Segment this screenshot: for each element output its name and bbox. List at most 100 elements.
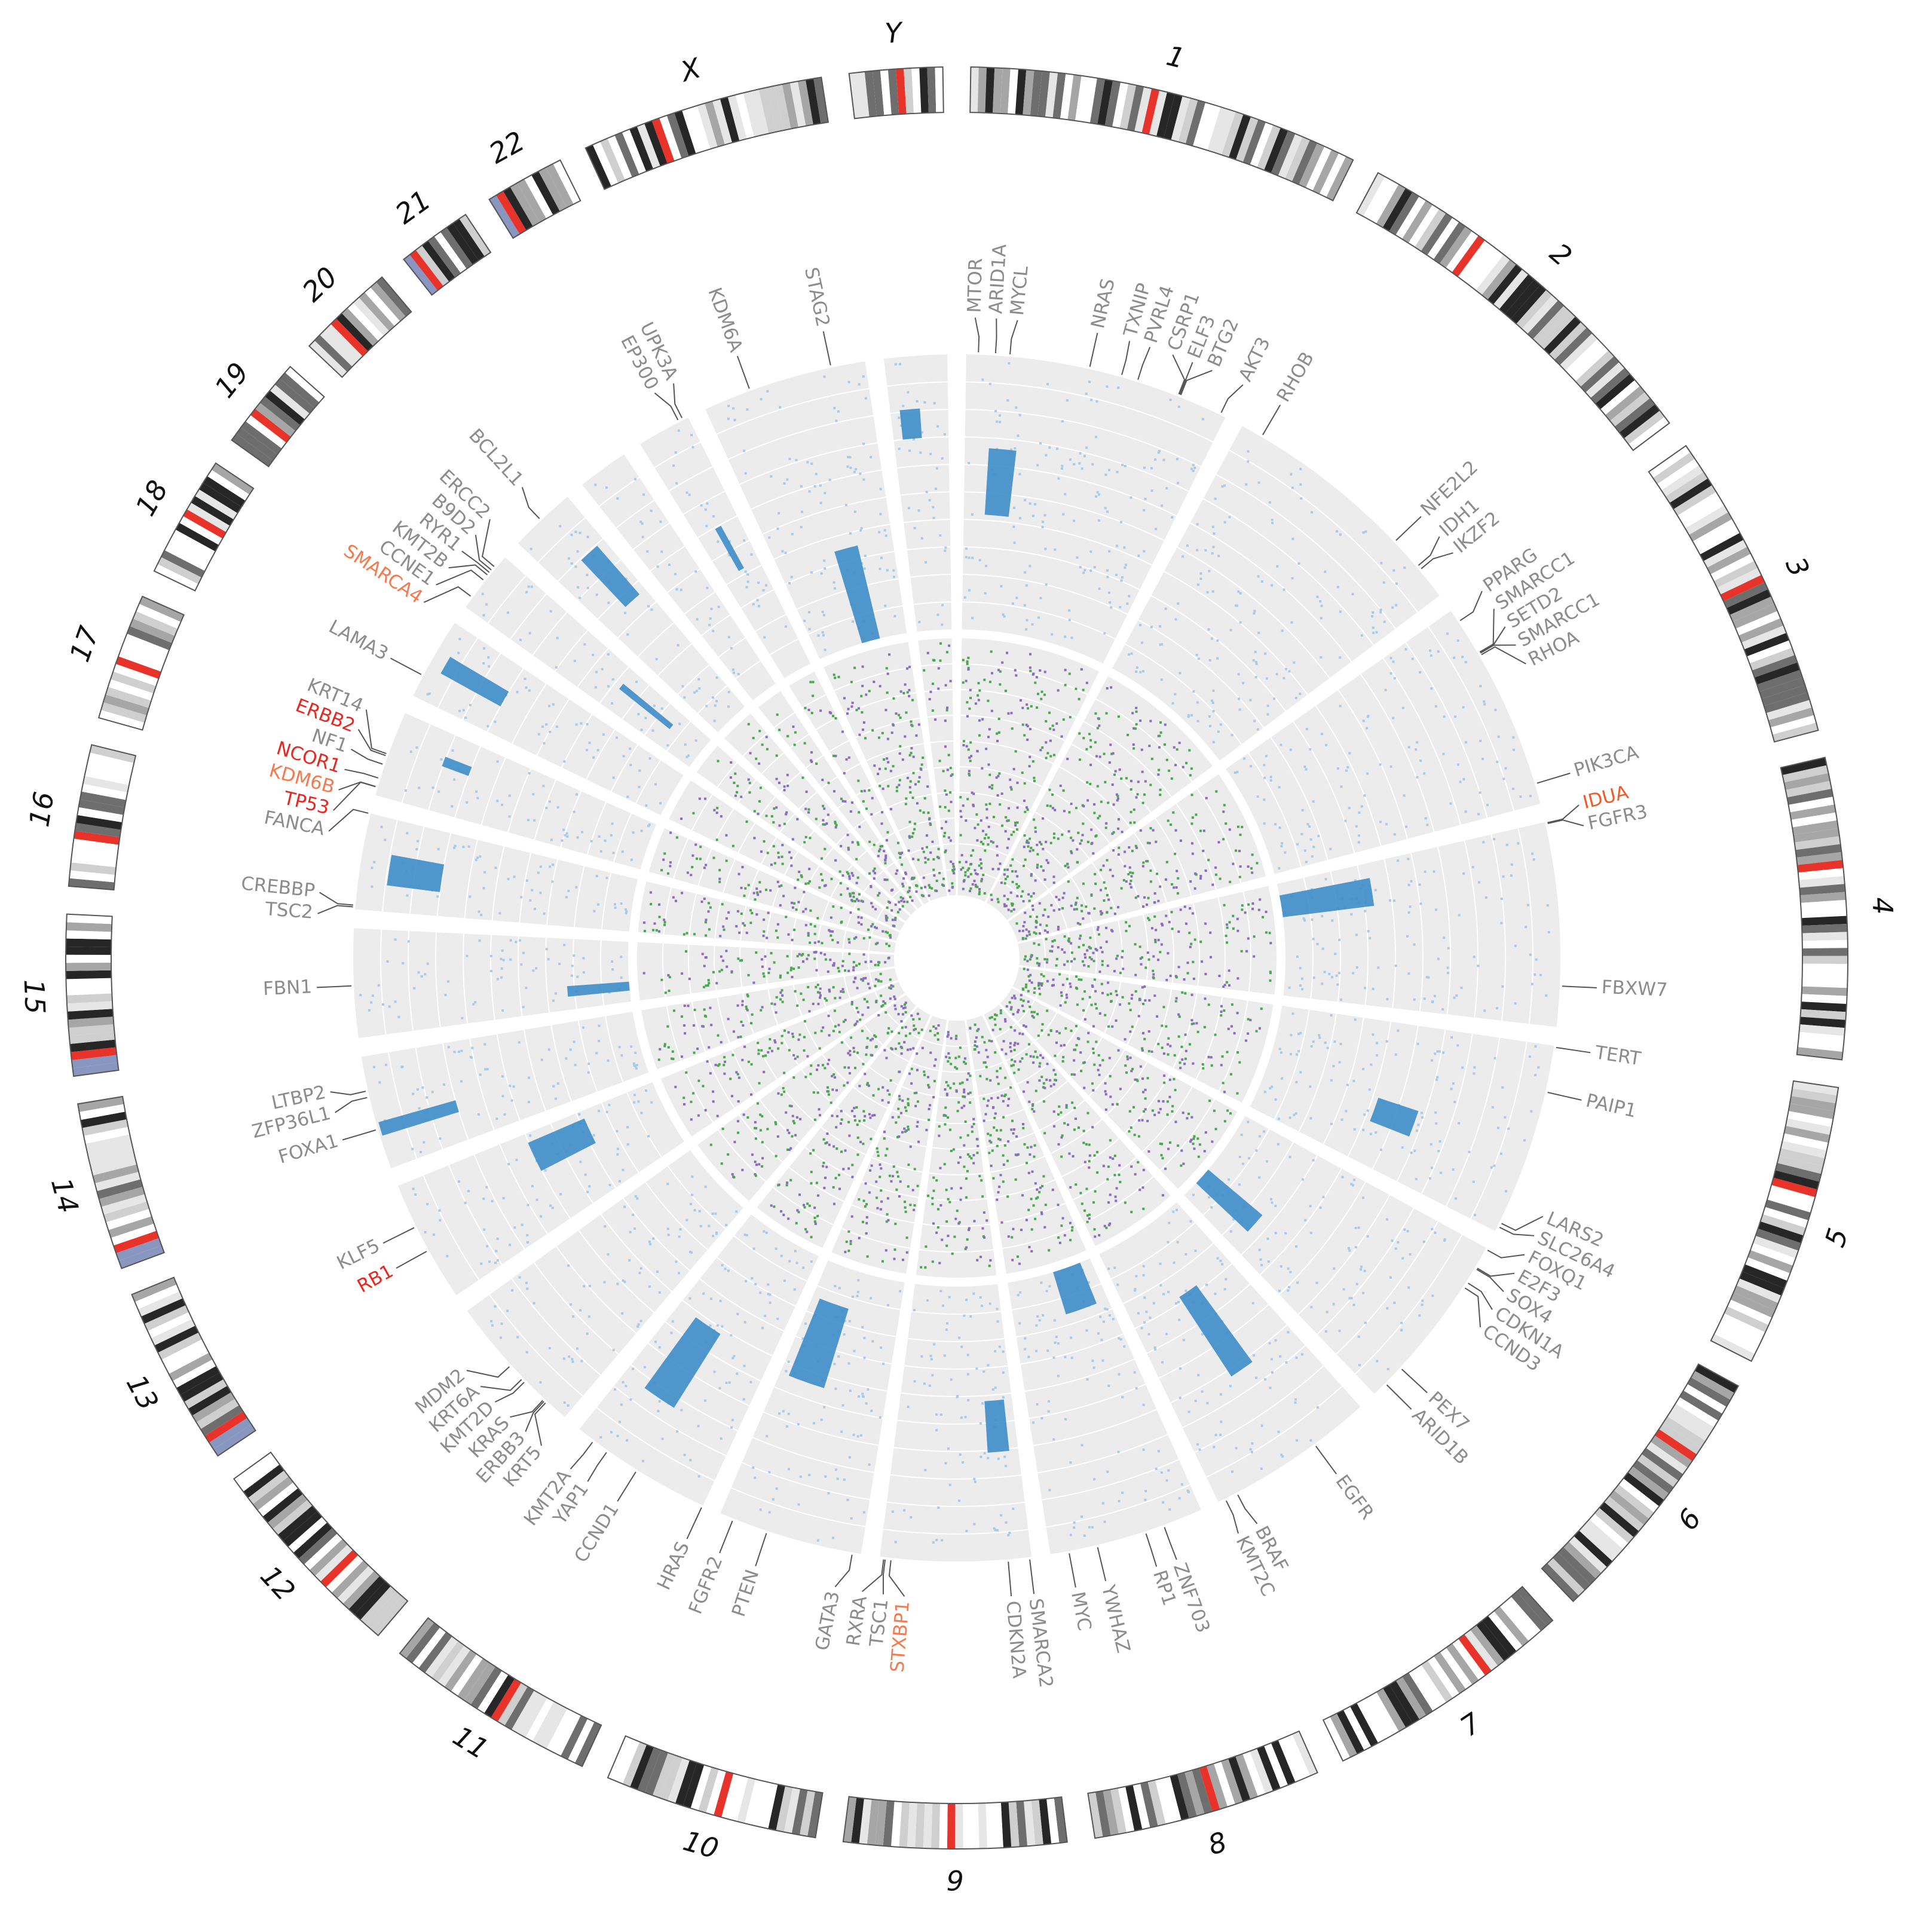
track-dot: [862, 977, 865, 980]
track-dot: [1214, 873, 1217, 876]
track-dot: [1409, 1253, 1412, 1256]
track-dot: [973, 1220, 976, 1223]
track-ring: [388, 1052, 418, 1159]
track-dot: [641, 535, 644, 538]
track-dot: [1401, 1257, 1404, 1260]
track-dot: [740, 795, 743, 798]
track-dot: [1092, 960, 1095, 963]
track-dot: [1018, 473, 1021, 476]
track-dot: [1141, 1031, 1144, 1034]
track-dot: [1098, 1234, 1101, 1237]
track-dot: [1045, 1078, 1048, 1081]
track-dot: [1116, 994, 1119, 997]
track-dot: [851, 1175, 854, 1178]
track-dot: [709, 1297, 712, 1300]
track-dot: [1067, 830, 1070, 833]
track-dot: [1075, 1025, 1078, 1028]
track-dot: [868, 987, 871, 990]
track-dot: [775, 1247, 778, 1250]
track-dot: [1438, 1050, 1441, 1053]
track-dot: [1049, 755, 1052, 758]
track-dot: [785, 813, 788, 816]
track-dot: [786, 955, 789, 958]
track-dot: [697, 1079, 700, 1082]
track-dot: [1168, 1078, 1171, 1081]
track-dot: [666, 1227, 669, 1230]
track-dot: [1144, 1490, 1147, 1493]
track-ring: [605, 1016, 624, 1083]
track-dot: [1069, 1221, 1072, 1224]
track-dot: [1049, 1085, 1052, 1088]
track-dot: [1005, 1521, 1008, 1524]
track-dot: [986, 1055, 989, 1058]
track-dot: [666, 1183, 669, 1186]
track-dot: [704, 921, 707, 924]
track-dot: [461, 1016, 464, 1019]
track-dot: [968, 556, 971, 559]
track-dot: [1269, 942, 1272, 945]
track-dot: [616, 736, 619, 739]
track-dot: [965, 861, 968, 864]
track-dot: [755, 951, 758, 954]
track-ring: [842, 763, 861, 774]
track-dot: [1155, 929, 1158, 932]
track-dot: [532, 1302, 535, 1305]
track-dot: [1038, 1079, 1041, 1082]
track-dot: [965, 745, 968, 748]
track-dot: [483, 647, 486, 650]
track-dot: [840, 1110, 843, 1113]
track-ring: [469, 1039, 495, 1131]
track-dot: [1067, 880, 1070, 883]
track-dot: [1079, 842, 1082, 845]
track-dot: [1407, 858, 1410, 861]
track-dot: [1460, 986, 1463, 989]
track-dot: [846, 834, 849, 837]
track-dot: [1072, 1155, 1075, 1158]
track-dot: [980, 862, 982, 865]
track-dot: [1454, 715, 1457, 718]
track-dot: [736, 785, 739, 788]
track-dot: [770, 815, 773, 817]
track-dot: [1051, 1189, 1054, 1192]
track-dot: [937, 1506, 940, 1509]
track-dot: [981, 718, 984, 721]
track-dot: [1285, 668, 1288, 670]
track-dot: [893, 1257, 896, 1260]
track-dot: [1115, 1187, 1118, 1190]
track-dot: [1023, 1010, 1026, 1013]
track-dot: [1175, 976, 1178, 979]
track-dot: [965, 1246, 968, 1249]
track-dot: [1040, 690, 1043, 693]
track-block: [715, 525, 744, 571]
track-dot: [1174, 1089, 1177, 1092]
track-dot: [763, 930, 766, 933]
track-dot: [371, 867, 374, 869]
track-dot: [629, 1230, 632, 1233]
track-dot: [1339, 533, 1342, 536]
track-dot: [699, 858, 702, 861]
track-dot: [1094, 712, 1097, 715]
track-dot: [741, 865, 744, 868]
track-dot: [898, 852, 901, 855]
track-dot: [1263, 822, 1266, 825]
track-dot: [859, 472, 862, 475]
track-ring: [726, 564, 762, 586]
track-dot: [1049, 804, 1052, 807]
track-dot: [1088, 1166, 1091, 1169]
track-sector: [1008, 1258, 1201, 1554]
track-dot: [903, 1003, 906, 1006]
track-dot: [1089, 550, 1092, 553]
track-dot: [900, 899, 903, 902]
track-dot: [742, 1398, 745, 1401]
track-dot: [1142, 905, 1145, 908]
track-dot: [1090, 1003, 1093, 1006]
track-dot: [1022, 1090, 1025, 1093]
track-dot: [792, 967, 795, 970]
track-dot: [901, 1259, 904, 1262]
track-dot: [1035, 1324, 1038, 1327]
track-dot: [1094, 436, 1097, 439]
track-dot: [1195, 813, 1198, 816]
track-dot: [1006, 875, 1009, 878]
track-dot: [462, 846, 465, 849]
track-dot: [1452, 1168, 1455, 1171]
